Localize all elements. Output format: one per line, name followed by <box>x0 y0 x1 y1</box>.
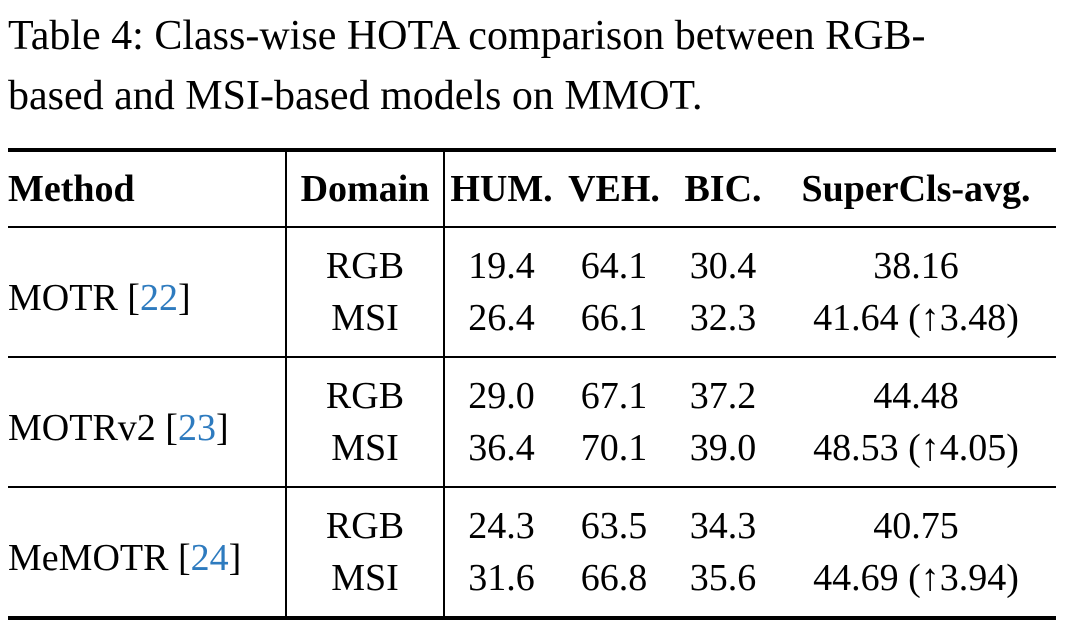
hum-cell: 31.6 <box>443 552 558 618</box>
bic-cell: 30.4 <box>689 245 757 287</box>
avg-cell: 40.75 <box>873 505 959 547</box>
domain-cell: RGB <box>285 227 444 292</box>
citation-link[interactable]: 22 <box>139 277 178 319</box>
citation-link[interactable]: 23 <box>177 407 216 449</box>
veh-cell: 63.5 <box>580 505 648 547</box>
header-veh: VEH. <box>568 168 660 210</box>
bic-cell: 32.3 <box>689 297 757 339</box>
domain-cell: MSI <box>285 552 444 618</box>
hum-cell: 36.4 <box>443 422 558 487</box>
caption-line-1: Table 4: Class-wise HOTA comparison betw… <box>8 13 926 59</box>
table-row: MSI 36.4 70.1 39.0 48.53 (↑4.05) <box>8 422 1056 487</box>
bic-cell: 34.3 <box>689 505 757 547</box>
table-row: MSI 26.4 66.1 32.3 41.64 (↑3.48) <box>8 292 1056 357</box>
method-group-motrv2: MOTRv2 [23] RGB 29.0 67.1 37.2 44.48 MSI… <box>8 357 1056 487</box>
bic-cell: 39.0 <box>689 427 757 469</box>
results-table: Method Domain HUM. VEH. BIC. SuperCls-av… <box>8 148 1056 620</box>
veh-cell: 64.1 <box>580 245 648 287</box>
table-row: MeMOTR [24] RGB 24.3 63.5 34.3 40.75 <box>8 487 1056 579</box>
avg-cell: 44.69 (↑3.94) <box>813 557 1019 599</box>
veh-cell: 66.1 <box>580 297 648 339</box>
domain-cell: RGB <box>285 487 444 552</box>
results-table-container: Method Domain HUM. VEH. BIC. SuperCls-av… <box>8 148 1056 620</box>
header-supercls-avg: SuperCls-avg. <box>801 168 1031 210</box>
veh-cell: 66.8 <box>580 557 648 599</box>
hum-cell: 19.4 <box>443 227 558 292</box>
method-cell: MOTRv2 [23] <box>8 357 286 487</box>
method-name: MOTRv2 [ <box>8 407 178 449</box>
table-row: MSI 31.6 66.8 35.6 44.69 (↑3.94) <box>8 552 1056 618</box>
table-caption: Table 4: Class-wise HOTA comparison betw… <box>8 6 1072 126</box>
method-group-memotr: MeMOTR [24] RGB 24.3 63.5 34.3 40.75 MSI… <box>8 487 1056 618</box>
avg-cell: 44.48 <box>873 375 959 417</box>
header-method: Method <box>8 168 135 210</box>
method-name: MeMOTR [ <box>8 537 191 579</box>
method-group-motr: MOTR [22] RGB 19.4 64.1 30.4 38.16 MSI 2… <box>8 227 1056 357</box>
table-row: MOTRv2 [23] RGB 29.0 67.1 37.2 44.48 <box>8 357 1056 449</box>
hum-cell: 26.4 <box>443 292 558 357</box>
header-bic: BIC. <box>684 168 762 210</box>
header-hum: HUM. <box>443 150 558 227</box>
avg-cell: 41.64 (↑3.48) <box>813 297 1019 339</box>
domain-cell: RGB <box>285 357 444 422</box>
method-name: MOTR [ <box>8 277 140 319</box>
header-domain: Domain <box>285 150 444 227</box>
hum-cell: 24.3 <box>443 487 558 552</box>
citation-link[interactable]: 24 <box>190 537 229 579</box>
veh-cell: 70.1 <box>580 427 648 469</box>
header-row: Method Domain HUM. VEH. BIC. SuperCls-av… <box>8 150 1056 227</box>
veh-cell: 67.1 <box>580 375 648 417</box>
domain-cell: MSI <box>285 292 444 357</box>
method-cell: MOTR [22] <box>8 227 286 357</box>
method-bracket: ] <box>228 537 242 579</box>
bic-cell: 35.6 <box>689 557 757 599</box>
bic-cell: 37.2 <box>689 375 757 417</box>
avg-cell: 38.16 <box>873 245 959 287</box>
method-bracket: ] <box>215 407 229 449</box>
method-bracket: ] <box>177 277 191 319</box>
method-cell: MeMOTR [24] <box>8 487 286 618</box>
avg-cell: 48.53 (↑4.05) <box>813 427 1019 469</box>
domain-cell: MSI <box>285 422 444 487</box>
table-row: MOTR [22] RGB 19.4 64.1 30.4 38.16 <box>8 227 1056 319</box>
hum-cell: 29.0 <box>443 357 558 422</box>
caption-line-2: based and MSI-based models on MMOT. <box>8 73 703 119</box>
